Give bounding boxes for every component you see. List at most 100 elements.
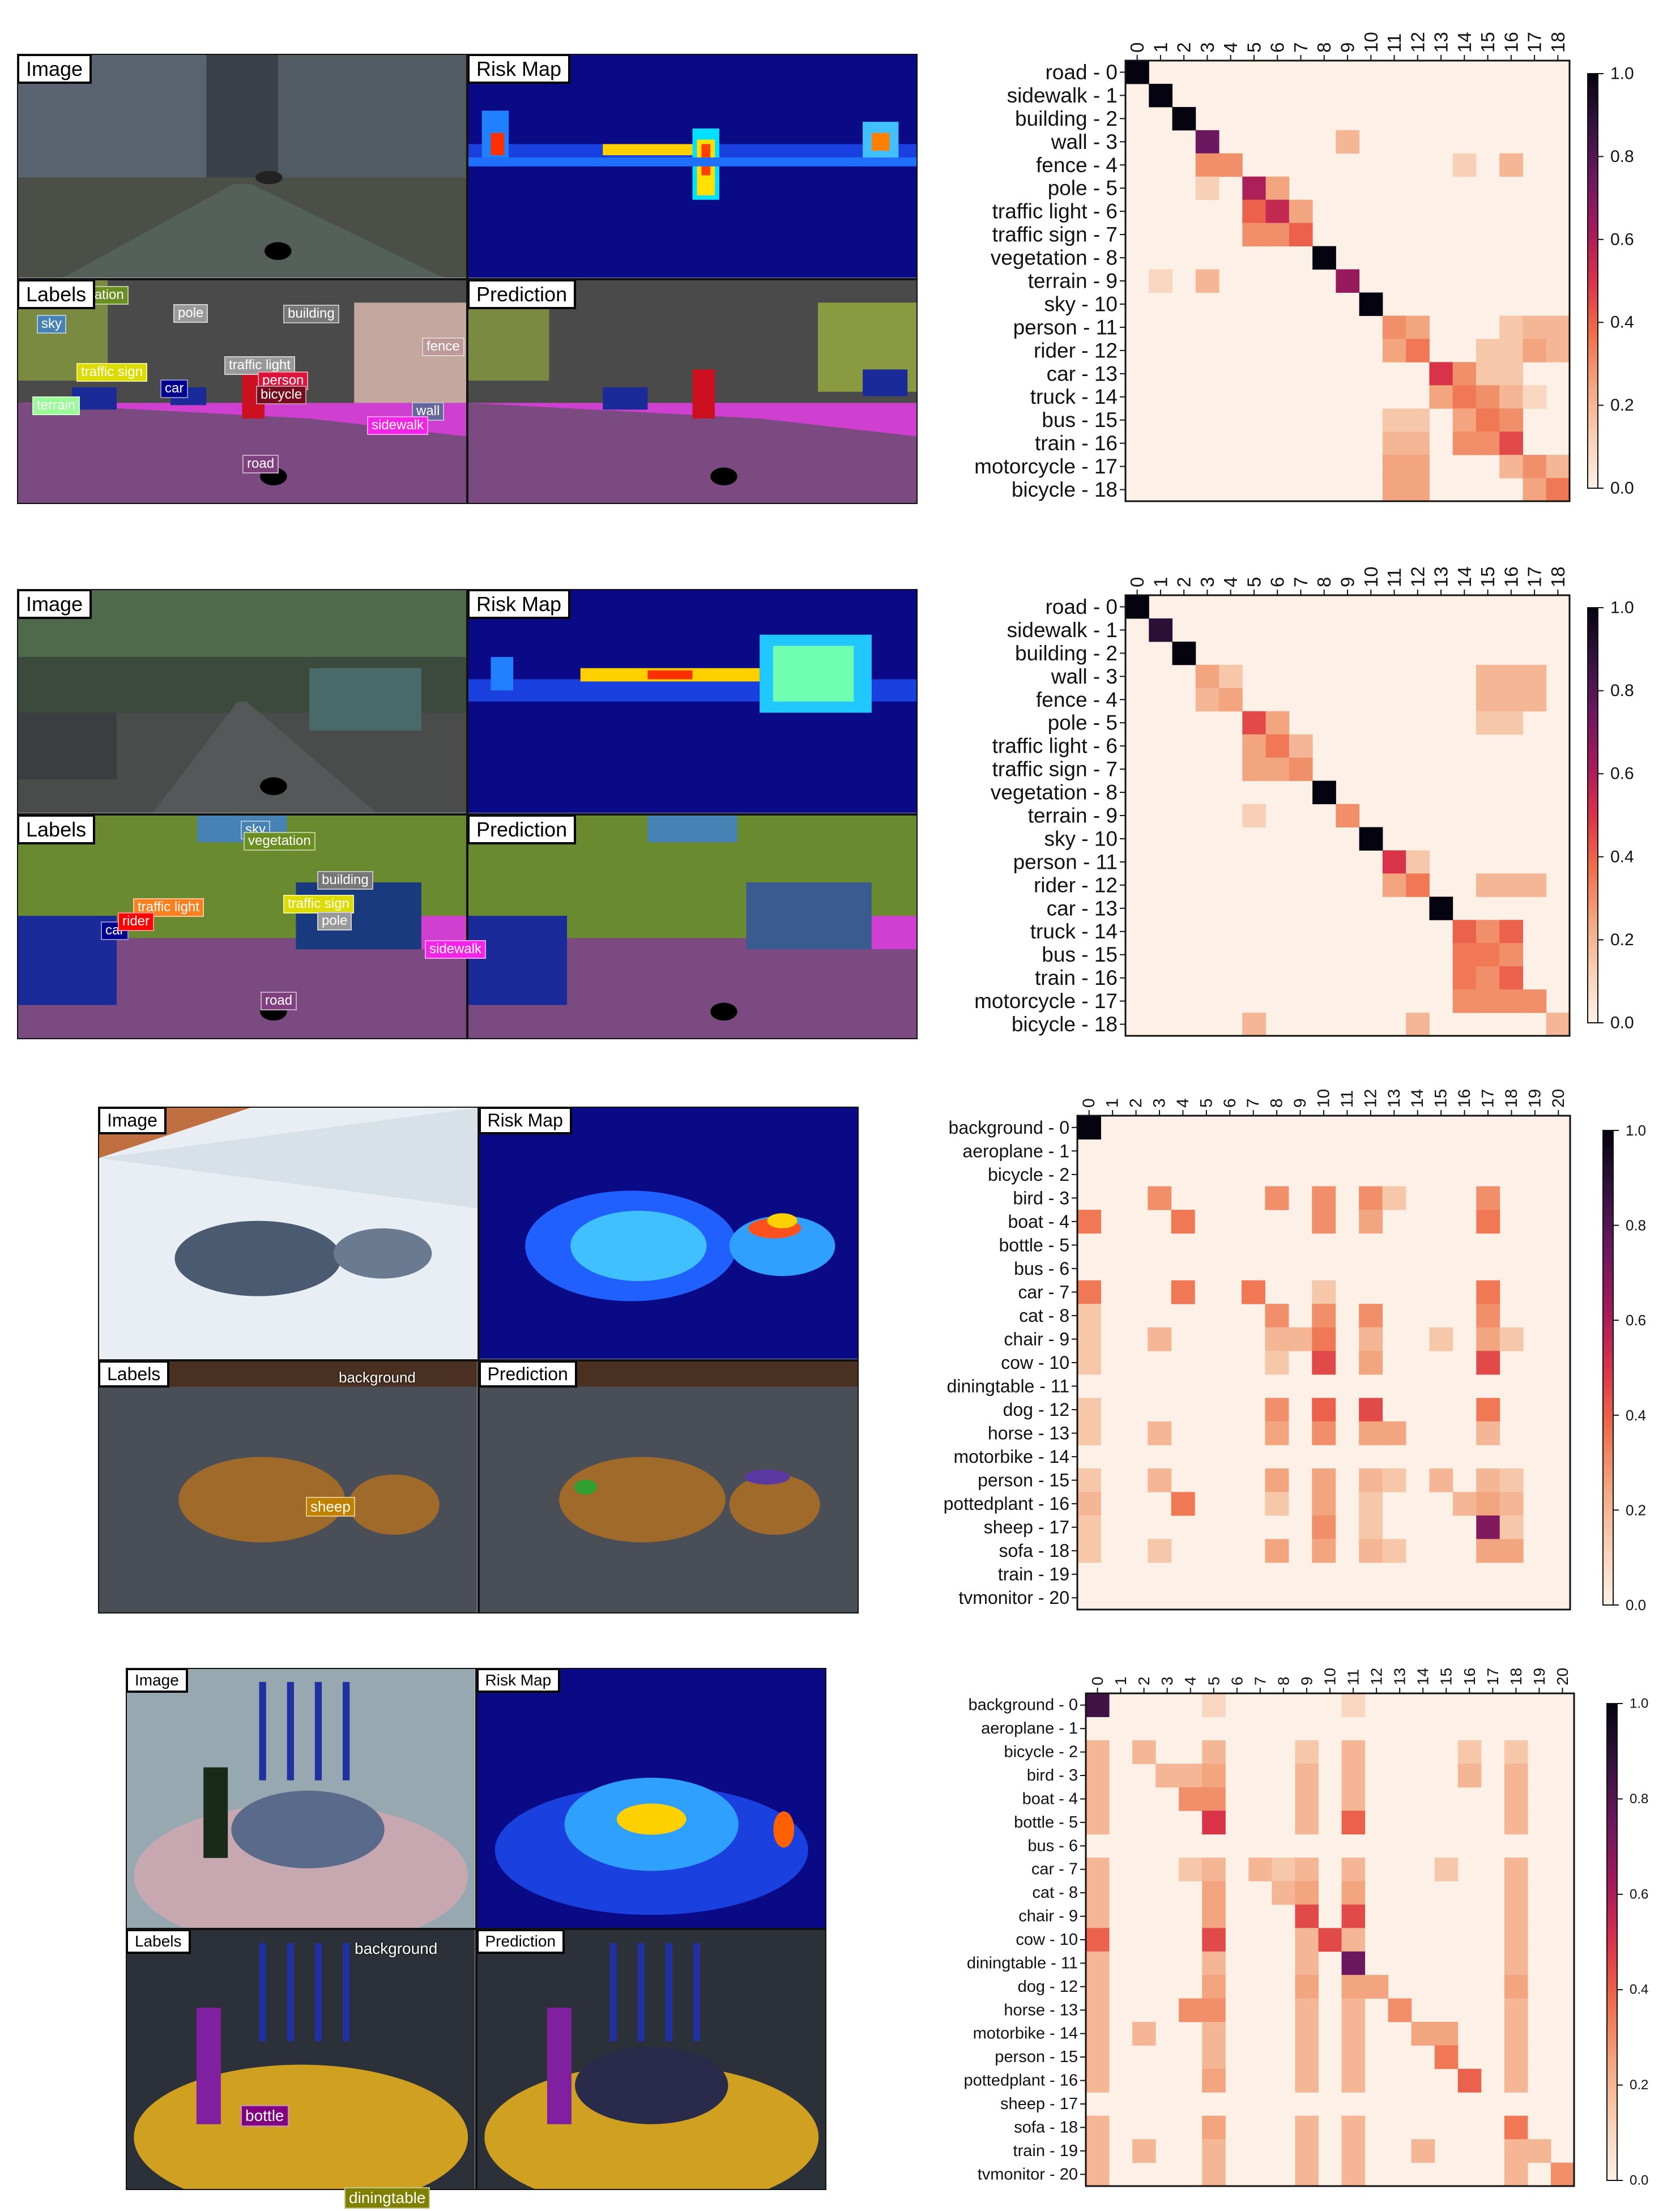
heatmap-cell [1452,1492,1477,1516]
col-label: 6 [1221,1098,1239,1108]
labels-panel: Labels [126,1929,476,2190]
row-label: vegetation - 8 [991,246,1118,270]
segment-label: road [261,992,297,1010]
heatmap-cell [1172,106,1196,131]
heatmap-cell [1359,1210,1383,1234]
risk-map-panel: Risk Map [467,589,918,814]
heatmap-cell [1359,1398,1383,1422]
row-label: motorbike - 14 [953,1446,1069,1467]
col-label: 18 [1502,1089,1521,1108]
heatmap-cell [1452,920,1477,944]
heatmap-cell [1077,1539,1101,1563]
row-label: background - 0 [969,1696,1078,1714]
colorbar-label: 0.4 [1610,847,1634,866]
row-label: person - 15 [978,1470,1069,1491]
segment-label: sky [37,315,66,334]
colorbar-label: 0.2 [1610,931,1634,949]
prediction-panel: Prediction [476,1929,826,2190]
heatmap-cell [1242,1280,1265,1304]
heatmap-cell [1382,408,1406,432]
segment-label: background [339,1369,416,1386]
row-label: vegetation - 8 [991,781,1118,804]
heatmap-cell [1382,432,1406,455]
heatmap-cell [1382,1539,1406,1563]
heatmap-cell [1499,315,1523,339]
heatmap-cell [1429,897,1453,920]
segment-label: background [355,1940,438,1957]
row-label: bird - 3 [1013,1188,1069,1208]
heatmap-cell [1550,2162,1575,2187]
heatmap-cell [1476,385,1500,409]
heatmap-cell [1312,780,1336,805]
heatmap-cell [1406,408,1430,432]
heatmap-cell [1527,2139,1551,2163]
heatmap-cell [1452,362,1477,386]
row-label: building - 2 [1015,107,1118,130]
col-label: 18 [1547,32,1568,53]
heatmap-background [1125,595,1570,1036]
segment-label: traffic light [224,356,295,375]
colorbar-label: 1.0 [1610,599,1634,617]
col-label: 4 [1220,577,1241,587]
col-label: 11 [1338,1090,1357,1108]
colorbar-label: 0.0 [1626,1597,1646,1614]
heatmap-cell [1411,2022,1435,2046]
row-label: sofa - 18 [999,1540,1069,1561]
row-label: sidewalk - 1 [1007,618,1118,642]
heatmap-cell [1312,1398,1336,1422]
segment-label: sheep [306,1497,355,1517]
heatmap-background [1086,1693,1574,2186]
heatmap-cell [1499,455,1523,479]
heatmap-cell [1086,2162,1110,2187]
heatmap-cell [1476,408,1500,432]
panel-title: Labels [99,1361,170,1388]
heatmap-cell [1504,1787,1528,1811]
heatmap-cell [1499,873,1523,897]
heatmap-cell [1523,873,1547,897]
heatmap-cell [1429,1468,1453,1492]
row-label: cow - 10 [1001,1352,1069,1373]
heatmap-cell [1242,711,1267,735]
heatmap-cell [1504,1904,1528,1928]
heatmap-cell [1077,1515,1101,1539]
heatmap-cell [1359,1539,1383,1563]
heatmap-cell [1202,2022,1226,2046]
heatmap-cell [1312,1351,1336,1375]
heatmap-cell [1546,1013,1570,1036]
heatmap-cell [1476,920,1500,944]
heatmap-cell [1406,1013,1430,1036]
heatmap-cell [1341,2139,1366,2163]
col-label: 14 [1454,32,1475,53]
panel-title: Image [18,590,92,620]
heatmap-cell [1272,1858,1295,1881]
row-label: person - 11 [1013,315,1118,339]
heatmap-cell [1523,339,1547,362]
row-label: car - 7 [1018,1282,1069,1302]
heatmap-cell [1219,664,1243,689]
panel-title: Image [126,1669,188,1693]
heatmap-cell [1295,1881,1319,1905]
colorbar-label: 0.0 [1630,2173,1648,2188]
col-label: 4 [1220,42,1241,53]
col-label: 7 [1251,1676,1269,1685]
heatmap-cell [1476,873,1500,897]
heatmap-cell [1341,1740,1366,1764]
panel-title: Labels [18,815,96,844]
colorbar-label: 0.8 [1610,147,1634,166]
heatmap-cell [1382,873,1406,897]
heatmap-cell [1312,1304,1336,1328]
heatmap-cell [1265,711,1290,735]
heatmap-cell [1499,943,1523,967]
heatmap-cell [1202,2139,1226,2163]
col-label: 8 [1274,1676,1292,1685]
heatmap-cell [1523,478,1547,502]
heatmap-cell [1202,2115,1226,2140]
col-label: 8 [1268,1098,1286,1108]
col-label: 3 [1150,1098,1169,1108]
col-label: 13 [1431,566,1452,587]
heatmap-cell [1195,130,1220,154]
segment-label: car [160,379,189,398]
segment-label: pole [317,912,352,931]
panel-title: Prediction [468,815,577,844]
panel-title: Risk Map [477,1669,561,1693]
